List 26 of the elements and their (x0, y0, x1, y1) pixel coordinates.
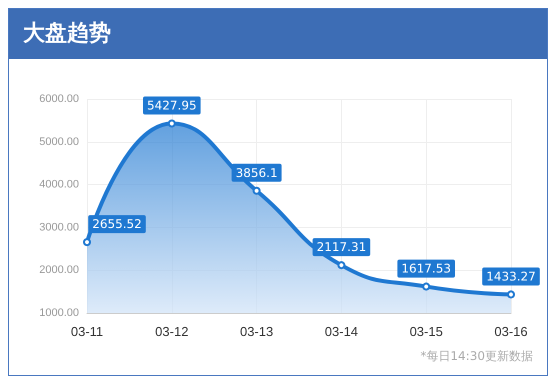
y-tick-label: 1000.00 (39, 307, 79, 319)
data-label: 1617.53 (401, 262, 452, 276)
point (337, 261, 346, 270)
x-tick-label: 03-11 (70, 324, 104, 339)
x-tick-label: 03-16 (494, 324, 528, 339)
y-tick-label: 5000.00 (39, 136, 79, 148)
x-tick-label: 03-12 (155, 324, 188, 339)
x-tick-label: 03-15 (410, 324, 443, 339)
x-tick-label: 03-14 (324, 324, 358, 339)
data-label: 5427.95 (146, 98, 197, 112)
y-tick-label: 3000.00 (39, 221, 79, 234)
data-label: 2655.52 (92, 217, 142, 232)
point (83, 238, 91, 246)
y-tick-label: 4000.00 (39, 178, 79, 191)
data-label: 1433.27 (486, 269, 536, 284)
point (168, 119, 176, 128)
y-tick-label: 2000.00 (39, 264, 79, 276)
data-label: 3856.1 (236, 166, 278, 180)
y-tick-label: 6000.00 (39, 93, 79, 105)
x-tick-label: 03-13 (240, 324, 274, 339)
point (507, 290, 515, 298)
chart-title: 大盘趋势 (9, 9, 547, 59)
point (422, 282, 430, 291)
point (252, 186, 261, 195)
data-label: 2117.31 (316, 240, 366, 254)
text: *每日14:30更新数据 (420, 348, 533, 365)
